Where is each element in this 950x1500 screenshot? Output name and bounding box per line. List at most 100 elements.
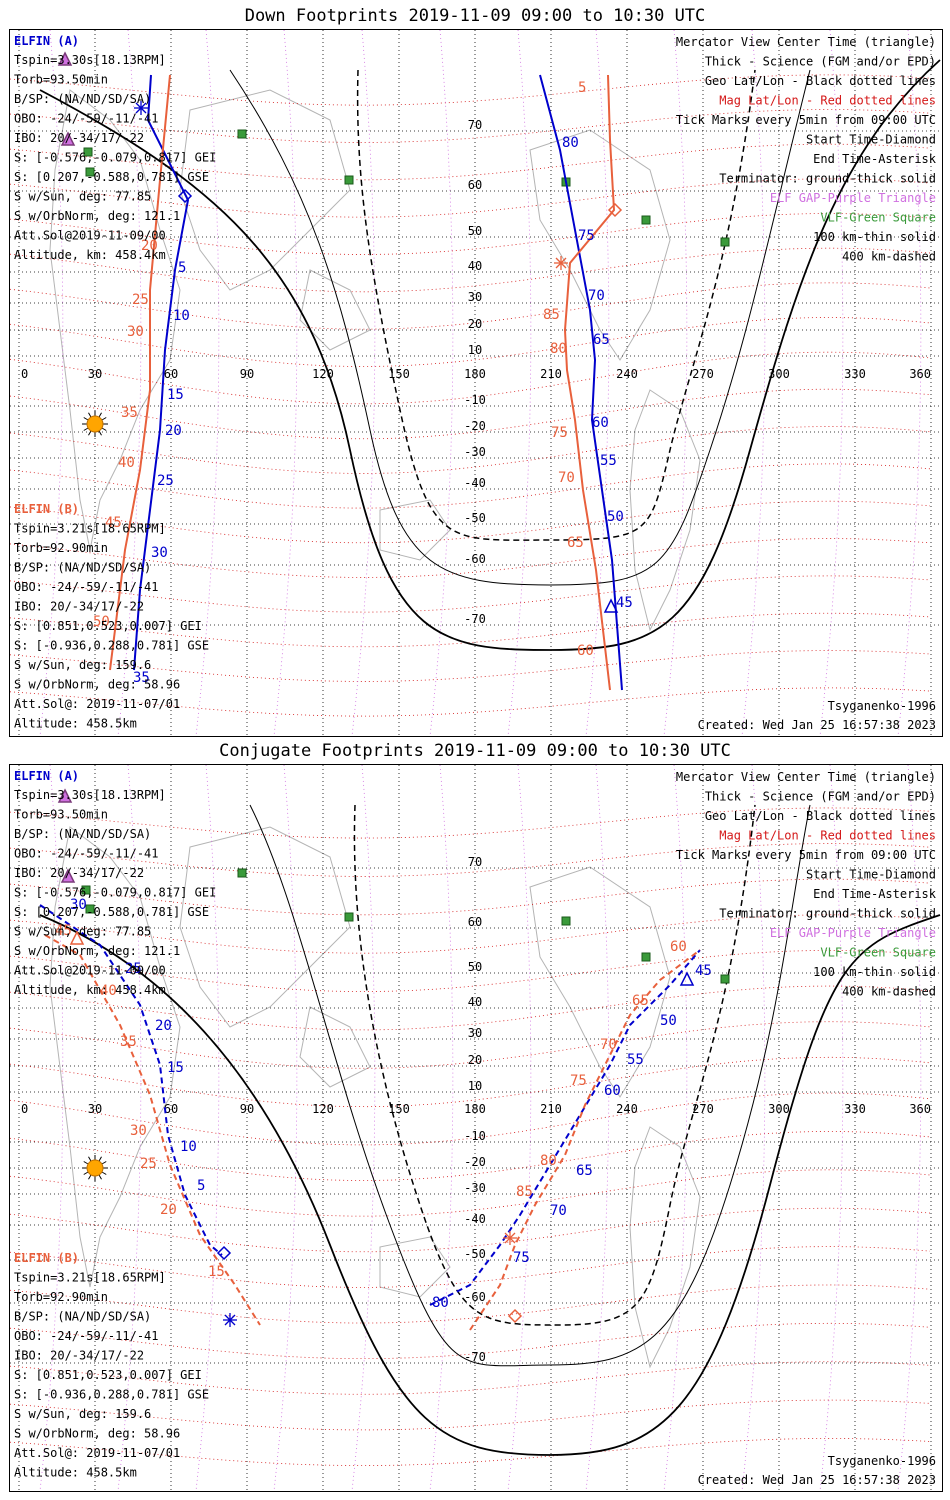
lon-label: 300 [768, 1102, 790, 1116]
elfin-a-tick-label: 10 [180, 1139, 197, 1155]
lat-label: 60 [468, 178, 482, 192]
mag-parallel [10, 1056, 931, 1108]
elfin-a-tick-label-east: 55 [600, 453, 617, 469]
elfin-a-tick-label: 20 [155, 1018, 172, 1034]
elfin-a-param: S w/Sun, deg: 77.85 [14, 925, 151, 939]
elfin-b-tick-label-east: 60 [670, 939, 687, 955]
elf-gap-triangle [60, 131, 76, 146]
lon-label: 240 [616, 1102, 638, 1116]
elfin-b-param: Torb=92.90min [14, 1290, 108, 1304]
elfin-a-param: Altitude, km: 458.4km [14, 983, 166, 997]
lat-label: 30 [468, 1026, 482, 1040]
lon-label: 360 [909, 367, 931, 381]
sun-ray [98, 430, 102, 436]
legend-item: VLF-Green Square [820, 946, 936, 960]
elfin-a-param: Tspin=3.30s[18.13RPM] [14, 788, 166, 802]
elfin-a-param: IBO: 20/-34/17/-22 [14, 866, 144, 880]
lon-label: 60 [164, 367, 178, 381]
terminator-400km [356, 69, 756, 541]
elf-gap-triangle [57, 51, 73, 66]
elfin-a-tick-label-east: 75 [578, 228, 595, 244]
elfin-b-tick-label: 45 [55, 923, 72, 939]
mag-meridian [507, 30, 532, 736]
elfin-a-track-1 [39, 904, 223, 1256]
legend-item: 400 km-dashed [842, 250, 936, 264]
sun-ray [101, 1171, 107, 1175]
mag-meridian [117, 30, 142, 736]
mag-meridian [585, 765, 610, 1491]
elfin-b-param: OBO: -24/-59/-11/-41 [14, 580, 159, 594]
elf-gap-triangle [60, 868, 76, 883]
end-time-asterisk [504, 1232, 516, 1244]
elfin-a-param: Altitude, km: 458.4km [14, 248, 166, 262]
lat-label: -40 [464, 476, 486, 490]
panel-down-footprints: 0 30 60 90 120 150 180 210 240 270 300 330 360 70 60 50… [9, 29, 943, 737]
legend-item: End Time-Asterisk [813, 887, 937, 901]
sun-ray [98, 1156, 102, 1162]
mag-meridian [897, 30, 922, 736]
lon-label: 90 [240, 1102, 254, 1116]
mag-parallel [10, 1438, 931, 1466]
lon-label: 90 [240, 367, 254, 381]
lat-label: -70 [464, 612, 486, 626]
land-outline [379, 1236, 451, 1298]
elfin-b-param: Torb=92.90min [14, 541, 108, 555]
elfin-a-param: B/SP: (NA/ND/SD/SA) [14, 827, 151, 841]
sun-ray [101, 417, 107, 421]
lat-label: 20 [468, 317, 482, 331]
elfin-a-tick-label-east: 50 [660, 1013, 677, 1029]
elfin-a-tick-label-east: 70 [588, 288, 605, 304]
legend-item: Thick - Science (FGM and/or EPD) [705, 55, 936, 69]
mag-parallel [10, 282, 931, 330]
sun-ray [101, 1161, 107, 1165]
elfin-b-tick-label: 25 [140, 1156, 157, 1172]
mag-parallel [10, 317, 931, 367]
elfin-b-param: Tspin=3.21s[18.65RPM] [14, 522, 166, 536]
map-conjugate-footprints: 0 30 60 90 120 150 180 210 240 270 300 330 360 70 60 50… [10, 765, 942, 1491]
elfin-b-tick-label-east: 70 [558, 470, 575, 486]
legend-item: Mag Lat/Lon - Red dotted lines [719, 829, 936, 843]
elfin-a-tick-label: 15 [167, 1060, 184, 1076]
elfin-b-param: S: [0.851,0.523,0.007] GEI [14, 1368, 202, 1382]
lon-label: 240 [616, 367, 638, 381]
legend-item: Geo Lat/Lon - Black dotted lines [705, 74, 936, 88]
elfin-b-param: Altitude: 458.5km [14, 1466, 137, 1480]
elfin-a-param: Att.Sol@2019-11-09/00 [14, 964, 166, 978]
elfin-a-param: S: [0.207,-0.588,0.781] GSE [14, 905, 209, 919]
elfin-a-param: Torb=93.50min [14, 73, 108, 87]
lon-label: 360 [909, 1102, 931, 1116]
elfin-a-param: Torb=93.50min [14, 808, 108, 822]
elfin-b-track-2 [469, 949, 701, 1331]
elfin-a-tick-label-east: 45 [616, 595, 633, 611]
terminator-100km [249, 804, 811, 1367]
legend-item: Start Time-Diamond [806, 133, 936, 147]
elfin-a-header: ELFIN (A) [14, 769, 79, 783]
lon-label: 270 [692, 1102, 714, 1116]
lat-label: 70 [468, 118, 482, 132]
sun-ray [101, 427, 107, 431]
elfin-a-tick-label: 5 [178, 260, 186, 276]
start-time-diamond [216, 1245, 232, 1261]
elfin-b-param: OBO: -24/-59/-11/-41 [14, 1329, 159, 1343]
lon-label: 30 [88, 1102, 102, 1116]
elfin-a-tick-label: 35 [133, 670, 150, 686]
legend-item: Mercator View Center Time (triangle) [676, 770, 936, 784]
terminator-ground [39, 914, 941, 1456]
vlf-square [81, 885, 91, 895]
elfin-b-param: S w/Sun, deg: 159.6 [14, 658, 151, 672]
lat-label: 50 [468, 960, 482, 974]
elfin-b-param: B/SP: (NA/ND/SD/SA) [14, 1310, 151, 1324]
lon-label: 180 [464, 1102, 486, 1116]
vlf-square [83, 147, 93, 157]
elfin-a-tick-label-east: 50 [607, 509, 624, 525]
mag-meridian [507, 765, 532, 1491]
legend-item: Mercator View Center Time (triangle) [676, 35, 936, 49]
elfin-b-param: IBO: 20/-34/17/-22 [14, 1349, 144, 1363]
sun-icon [86, 1159, 104, 1177]
elfin-a-tick-label: 5 [197, 1178, 205, 1194]
legend-item: Start Time-Diamond [806, 868, 936, 882]
elfin-b-param: S: [0.851,0.523,0.007] GEI [14, 619, 202, 633]
mag-meridian [39, 30, 64, 736]
mag-meridian [585, 30, 610, 736]
mag-parallel [10, 388, 931, 440]
